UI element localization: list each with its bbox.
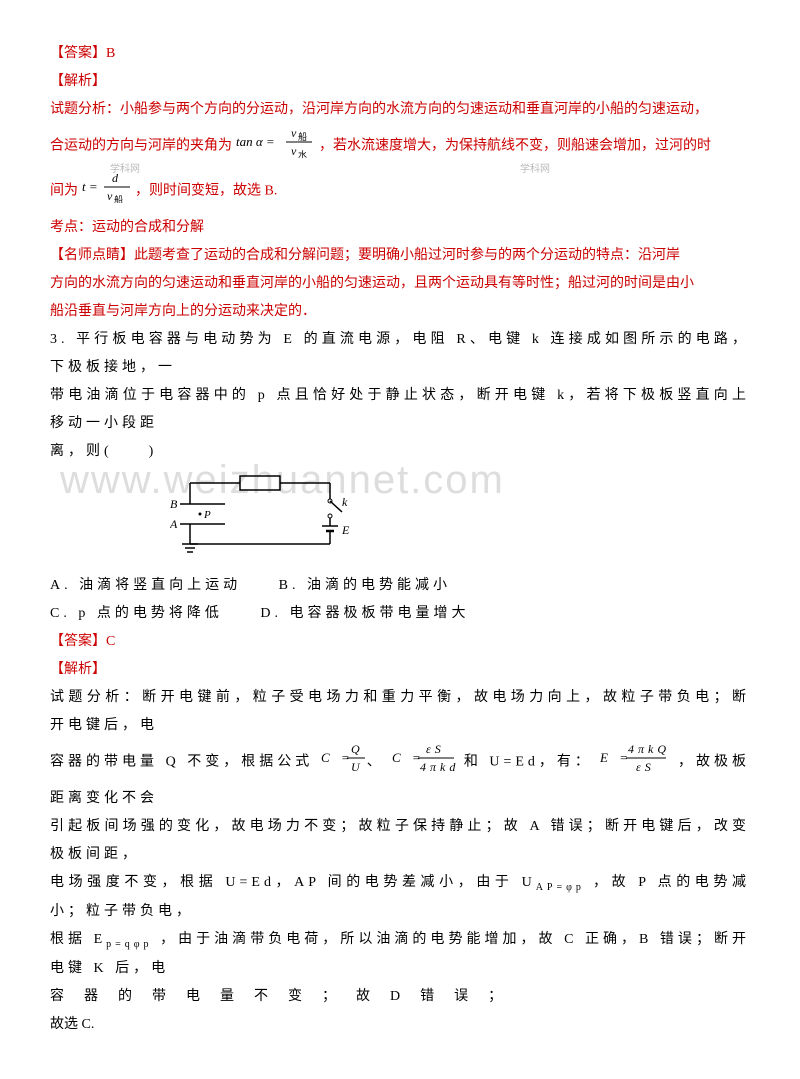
sub-ap: AP=φp	[536, 882, 585, 893]
formula-td: t = d v 船	[82, 169, 132, 214]
analysis-heading-2: 【解析】	[50, 656, 750, 684]
explain-4: 电场强度不变，根据 U=Ed，AP 间的电势差减小，由于 UAP=φp ，故 P…	[50, 869, 750, 926]
explain-6: 容器的带电量不变；故D错误；	[50, 983, 750, 1011]
analysis-p3: 间为 t = d v 船 ，则时间变短，故选 B.	[50, 169, 750, 214]
formula-tan: tan α = v 船 v 水	[236, 124, 316, 169]
analysis-p1: 试题分析：小船参与两个方向的分运动，沿河岸方向的水流方向的匀速运动和垂直河岸的小…	[50, 96, 750, 124]
option-c: C. p 点的电势将降低	[50, 606, 223, 621]
svg-text:εS: εS	[636, 760, 655, 774]
analysis-heading-1: 【解析】	[50, 68, 750, 96]
svg-text:水: 水	[298, 149, 307, 158]
analysis-p6: 方向的水流方向的匀速运动和垂直河岸的小船的匀速运动，且两个运动具有等时性；船过河…	[50, 270, 750, 298]
p3-text-b: ，则时间变短，故选 B.	[135, 184, 277, 199]
analysis-p5: 【名师点睛】此题考查了运动的合成和分解问题；要明确小船过河时参与的两个分运动的特…	[50, 242, 750, 270]
formula-ces: C = εS 4πkd	[392, 740, 456, 785]
e4-text-a: 电场强度不变，根据 U=Ed，AP 间的电势差减小，由于 U	[50, 875, 536, 890]
svg-text:船: 船	[298, 131, 307, 142]
svg-text:tan α =: tan α =	[236, 134, 275, 149]
e2-text-a: 容器的带电量 Q 不变，根据公式	[50, 755, 313, 770]
svg-text:v: v	[107, 189, 113, 203]
svg-text:v: v	[291, 126, 297, 140]
explain-2: 容器的带电量 Q 不变，根据公式 C = Q U 、 C = εS 4πkd 和…	[50, 740, 750, 813]
analysis-p4: 考点：运动的合成和分解	[50, 214, 750, 242]
explain-1: 试题分析：断开电键前，粒子受电场力和重力平衡，故电场力向上，故粒子带负电；断开电…	[50, 684, 750, 740]
analysis-p7: 船沿垂直与河岸方向上的分运动来决定的．	[50, 298, 750, 326]
sub-ep: p=qφp	[106, 939, 152, 950]
svg-text:v: v	[291, 144, 297, 158]
e2-text-b: 和 U=Ed，有：	[464, 755, 593, 770]
question-3-line2: 带电油滴位于电容器中的 p 点且恰好处于静止状态，断开电键 k，若将下极板竖直向…	[50, 382, 750, 438]
question-3-line1: 3. 平行板电容器与电动势为 E 的直流电源，电阻 R、电键 k 连接成如图所示…	[50, 326, 750, 382]
p3-text-a: 间为	[50, 184, 78, 199]
document-body: 【答案】B 【解析】 试题分析：小船参与两个方向的分运动，沿河岸方向的水流方向的…	[50, 40, 750, 1039]
formula-e4pk: E = 4πkQ εS	[600, 740, 670, 785]
svg-text:Q: Q	[351, 742, 364, 756]
explain-3: 引起板间场强的变化，故电场力不变；故粒子保持静止；故 A 错误；断开电键后，改变…	[50, 813, 750, 869]
p2-text-b: ，若水流速度增大，为保持航线不变，则船速会增加，过河的时	[319, 139, 711, 154]
svg-text:d: d	[112, 171, 119, 185]
svg-text:t =: t =	[82, 179, 98, 194]
question-3-line3: 离，则( )	[50, 438, 750, 466]
svg-text:船: 船	[114, 194, 123, 203]
analysis-p2: 合运动的方向与河岸的夹角为 tan α = v 船 v 水 ，若水流速度增大，为…	[50, 124, 750, 169]
svg-text:εS: εS	[426, 742, 445, 756]
circuit-diagram: R B A P k E	[170, 474, 370, 564]
options-row-1: A. 油滴将竖直向上运动 B. 油滴的电势能减小	[50, 572, 750, 600]
svg-text:A: A	[170, 517, 178, 531]
explain-7: 故选 C.	[50, 1011, 750, 1039]
formula-cqu: C = Q U	[321, 740, 367, 785]
svg-text:k: k	[342, 495, 348, 509]
svg-text:U: U	[351, 760, 364, 774]
svg-text:4πkQ: 4πkQ	[628, 742, 670, 756]
options-row-2: C. p 点的电势将降低 D. 电容器极板带电量增大	[50, 600, 750, 628]
answer-2: 【答案】C	[50, 628, 750, 656]
option-a: A. 油滴将竖直向上运动	[50, 578, 241, 593]
e5-text-a: 根据 E	[50, 932, 106, 947]
e5-text-b: ，由于油滴带负电荷，所以油滴的电势能增加，故 C 正确，B 错误；断开电键 K …	[50, 932, 750, 976]
explain-5: 根据 Ep=qφp ，由于油滴带负电荷，所以油滴的电势能增加，故 C 正确，B …	[50, 926, 750, 983]
option-d: D. 电容器极板带电量增大	[260, 606, 469, 621]
option-b: B. 油滴的电势能减小	[279, 578, 451, 593]
svg-text:B: B	[170, 497, 178, 511]
svg-text:R: R	[254, 474, 263, 476]
svg-text:4πkd: 4πkd	[420, 760, 456, 774]
svg-text:E: E	[341, 523, 350, 537]
answer-1: 【答案】B	[50, 40, 750, 68]
svg-text:P: P	[203, 509, 211, 521]
p2-text-a: 合运动的方向与河岸的夹角为	[50, 139, 232, 154]
